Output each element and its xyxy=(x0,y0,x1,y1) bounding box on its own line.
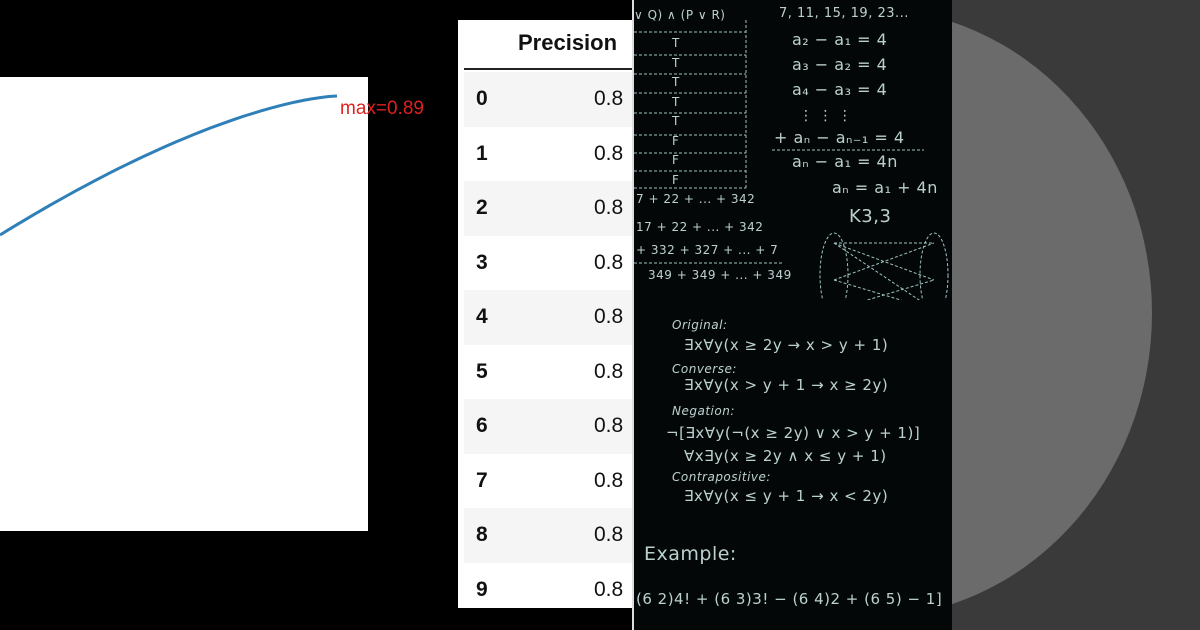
gray-disc-image xyxy=(952,0,1200,630)
logic-label: Original: xyxy=(672,318,728,332)
difference-equation: a₃ − a₂ = 4 xyxy=(792,55,888,74)
column-header-precision: Precision xyxy=(518,30,618,55)
precision-value: 0.8 xyxy=(594,87,624,110)
chart-panel: max=0.89 xyxy=(0,0,458,630)
precision-value: 0.8 xyxy=(594,577,624,601)
precision-value: 0.8 xyxy=(594,250,624,274)
logic-expression: ∃x∀y(x > y + 1 → x ≥ 2y) xyxy=(684,376,889,394)
sum-line: 17 + 22 + ... + 342 xyxy=(636,220,764,234)
logic-label: Negation: xyxy=(672,404,735,418)
table-row: 4 0.8 xyxy=(464,290,632,345)
difference-equation: + aₙ − aₙ₋₁ = 4 xyxy=(774,128,905,147)
logic-label: Contrapositive: xyxy=(672,470,771,484)
chart-plot-area xyxy=(0,77,368,531)
logic-label: Converse: xyxy=(672,362,737,376)
truth-value: T xyxy=(672,36,680,50)
table-row: 5 0.8 xyxy=(464,345,632,400)
logic-expression: ∃x∀y(x ≤ y + 1 → x < 2y) xyxy=(684,487,889,505)
row-index: 0 xyxy=(476,87,488,110)
truth-value: F xyxy=(672,153,680,167)
precision-value: 0.8 xyxy=(594,141,624,165)
logic-expression: ∃x∀y(x ≥ 2y → x > y + 1) xyxy=(684,336,889,354)
row-index: 4 xyxy=(476,305,488,328)
table-row: 8 0.8 xyxy=(464,508,632,563)
difference-equation: aₙ = a₁ + 4n xyxy=(832,178,938,197)
sum-line: 349 + 349 + ... + 349 xyxy=(648,268,792,282)
table-row: 2 0.8 xyxy=(464,181,632,236)
row-index: 7 xyxy=(476,468,488,492)
truth-value: T xyxy=(672,55,680,70)
precision-value: 0.8 xyxy=(594,468,624,492)
difference-equation: a₄ − a₃ = 4 xyxy=(792,80,888,99)
table-row: 6 0.8 xyxy=(464,399,632,454)
logic-expression: ¬[∃x∀y(¬(x ≥ 2y) ∨ x > y + 1)] xyxy=(666,424,921,442)
sequence: 7, 11, 15, 19, 23... xyxy=(779,6,909,21)
precision-value: 0.8 xyxy=(594,523,624,546)
precision-table: Precision 0 0.8 1 0.8 2 0.8 3 0.8 4 0.8 5 0.8 6 0.8 7 0… xyxy=(458,20,632,608)
table-row: 1 0.8 xyxy=(464,127,632,182)
row-index: 2 xyxy=(476,196,488,219)
truth-value: T xyxy=(672,94,680,109)
precision-value: 0.8 xyxy=(594,359,624,383)
table-panel: Precision 0 0.8 1 0.8 2 0.8 3 0.8 4 0.8 5 0.8 6 0.8 7 0… xyxy=(458,0,632,630)
table-row: 7 0.8 xyxy=(464,454,632,509)
k33-label: K3,3 xyxy=(849,206,892,227)
example-expression: (6 2)4! + (6 3)3! − (6 4)2 + (6 5) − 1] xyxy=(636,590,943,608)
row-index: 1 xyxy=(476,141,488,165)
disc-shape xyxy=(952,8,1152,618)
row-index: 6 xyxy=(476,414,488,437)
truth-value: T xyxy=(672,75,680,89)
truth-table-lines xyxy=(634,20,949,300)
precision-value: 0.8 xyxy=(594,196,624,219)
truth-value: F xyxy=(672,172,680,187)
precision-value: 0.8 xyxy=(594,305,624,328)
precision-value: 0.8 xyxy=(594,414,624,437)
sum-line: 7 + 22 + ... + 342 xyxy=(636,192,756,206)
truth-value: T xyxy=(672,114,680,128)
row-index: 8 xyxy=(476,523,488,546)
line-chart: max=0.89 xyxy=(0,94,424,237)
row-index: 5 xyxy=(476,359,488,383)
series-line xyxy=(0,94,338,237)
truth-value: F xyxy=(672,133,680,148)
difference-equation: aₙ − a₁ = 4n xyxy=(792,152,898,171)
table-row: 3 0.8 xyxy=(464,236,632,291)
example-label: Example: xyxy=(644,543,737,565)
row-index: 3 xyxy=(476,250,488,274)
table-row: 0 0.8 xyxy=(464,72,632,127)
table-row: 9 0.8 xyxy=(464,563,632,618)
sum-line: + 332 + 327 + ... + 7 xyxy=(636,243,779,257)
truth-table-header: ∨ Q) ∧ (P ∨ R) xyxy=(634,8,726,22)
header-divider xyxy=(464,68,632,70)
difference-equation: ⋮ ⋮ ⋮ xyxy=(799,108,853,124)
logic-expression: ∀x∃y(x ≥ 2y ∧ x ≤ y + 1) xyxy=(684,447,887,465)
row-index: 9 xyxy=(476,577,488,601)
difference-equation: a₂ − a₁ = 4 xyxy=(792,30,888,49)
max-annotation: max=0.89 xyxy=(340,98,424,119)
